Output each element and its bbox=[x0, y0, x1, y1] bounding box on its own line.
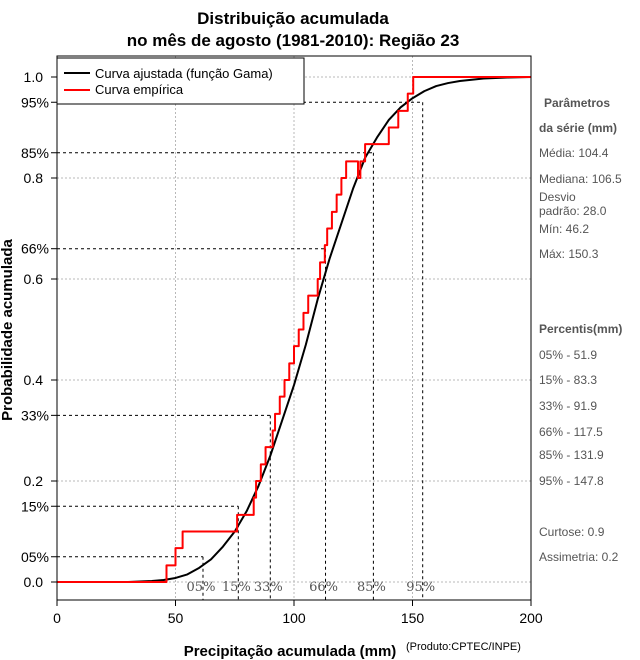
x-tick-label: 50 bbox=[168, 610, 184, 626]
x-tick-label: 200 bbox=[519, 610, 543, 626]
percentile-reference-lines bbox=[57, 101, 424, 600]
y-percentile-tick-label: 05% bbox=[21, 549, 49, 565]
series-parameters-panel: Parâmetros da série (mm) Média: 104.4 Me… bbox=[539, 96, 622, 564]
chart-title-line1: Distribuição acumulada bbox=[197, 9, 389, 28]
y-axis-title: Probabilidade acumulada bbox=[0, 238, 16, 420]
percentile-labels: 05% 15% 33% 66% 85% 95% bbox=[187, 580, 436, 595]
params-heading-line1: Parâmetros bbox=[544, 96, 610, 110]
percentile-x-label: 95% bbox=[406, 580, 435, 595]
grid bbox=[56, 56, 532, 600]
percentil-05: 05% - 51.9 bbox=[539, 348, 597, 362]
param-media: Média: 104.4 bbox=[539, 146, 609, 160]
x-tick-label: 150 bbox=[401, 610, 425, 626]
percentil-15: 15% - 83.3 bbox=[539, 373, 597, 387]
param-mediana: Mediana: 106.5 bbox=[539, 172, 622, 186]
param-desvio-line2: padrão: 28.0 bbox=[539, 204, 607, 218]
fitted-gamma-curve bbox=[57, 76, 532, 583]
y-percentile-tick-label: 33% bbox=[21, 407, 49, 423]
percentile-x-label: 85% bbox=[357, 580, 386, 595]
empirical-curve bbox=[57, 76, 531, 583]
legend-fitted-label: Curva ajustada (função Gama) bbox=[95, 66, 273, 81]
y-tick-label: 0.4 bbox=[24, 372, 44, 388]
y-percentile-tick-label: 66% bbox=[21, 241, 49, 257]
params-heading-line2: da série (mm) bbox=[539, 121, 617, 135]
x-tick-label: 0 bbox=[53, 610, 61, 626]
legend-empirical-label: Curva empírica bbox=[95, 82, 184, 97]
credit-text: (Produto:CPTEC/INPE) bbox=[406, 641, 521, 653]
param-min: Mín: 46.2 bbox=[539, 222, 589, 236]
axes: 0 50 100 150 2000.00.20.40.60.81.005%15%33%6… bbox=[21, 69, 543, 626]
param-assimetria: Assimetria: 0.2 bbox=[539, 550, 619, 564]
x-axis-title: Precipitação acumulada (mm) bbox=[184, 643, 397, 660]
y-tick-label: 0.0 bbox=[24, 574, 44, 590]
x-tick-label: 100 bbox=[282, 610, 306, 626]
y-tick-label: 0.2 bbox=[24, 473, 44, 489]
param-max: Máx: 150.3 bbox=[539, 247, 599, 261]
param-curtose: Curtose: 0.9 bbox=[539, 525, 605, 539]
percentil-95: 95% - 147.8 bbox=[539, 474, 604, 488]
series-layer bbox=[57, 76, 532, 583]
percentis-heading: Percentis(mm) bbox=[539, 322, 622, 336]
y-tick-label: 0.8 bbox=[24, 170, 44, 186]
y-percentile-tick-label: 15% bbox=[21, 498, 49, 514]
legend: Curva ajustada (função Gama) Curva empír… bbox=[56, 57, 305, 105]
chart-title-line2: no mês de agosto (1981-2010): Região 23 bbox=[127, 31, 460, 50]
y-tick-label: 1.0 bbox=[24, 69, 44, 85]
percentil-85: 85% - 131.9 bbox=[539, 448, 604, 462]
y-tick-label: 0.6 bbox=[24, 271, 44, 287]
percentil-33: 33% - 91.9 bbox=[539, 399, 597, 413]
y-percentile-tick-label: 95% bbox=[21, 94, 49, 110]
percentile-x-label: 33% bbox=[254, 580, 283, 595]
y-percentile-tick-label: 85% bbox=[21, 145, 49, 161]
legend-box bbox=[56, 57, 305, 105]
percentile-x-label: 05% bbox=[187, 580, 216, 595]
percentil-66: 66% - 117.5 bbox=[539, 425, 603, 439]
percentile-x-label: 15% bbox=[222, 580, 251, 595]
param-desvio-line1: Desvio bbox=[539, 190, 576, 204]
percentile-x-label: 66% bbox=[309, 580, 338, 595]
